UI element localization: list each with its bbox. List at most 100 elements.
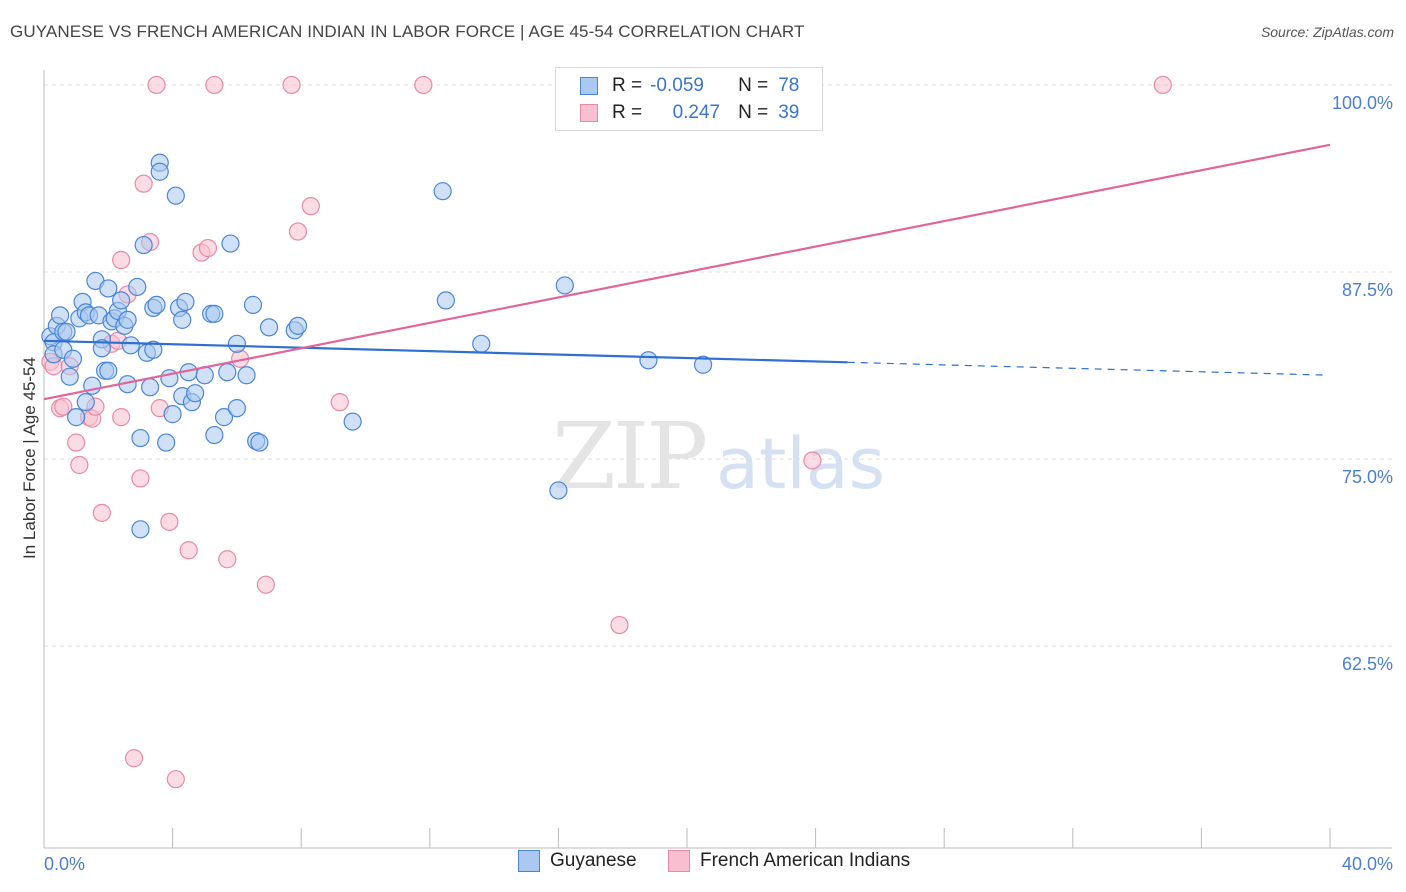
guyanese-point-42	[150, 162, 169, 181]
legend-item-guyanese: Guyanese	[518, 850, 637, 872]
y-tick-label-3: 62.5%	[1342, 654, 1393, 674]
guyanese-point-72	[436, 291, 455, 310]
french-point-11	[112, 250, 131, 270]
french-legend-swatch	[668, 850, 690, 872]
guyanese-point-63	[237, 366, 256, 385]
guyanese-point-20	[92, 339, 111, 358]
guyanese-point-69	[288, 316, 308, 335]
x-tick-label-0: 0.0%	[44, 854, 85, 874]
french-point-22	[160, 512, 179, 531]
french-point-28	[218, 550, 237, 569]
r-value: -0.059	[650, 75, 704, 96]
guyanese-point-46	[166, 186, 185, 205]
guyanese-point-32	[128, 277, 147, 297]
guyanese-point-62	[227, 399, 246, 418]
guyanese-point-31	[121, 336, 140, 355]
guyanese-point-40	[147, 295, 166, 314]
trend-lines	[43, 143, 1331, 401]
french-point-5	[67, 433, 86, 452]
bottom-legend: Guyanese French American Indians	[0, 850, 1406, 878]
guyanese-point-71	[433, 182, 452, 201]
guyanese-point-27	[112, 291, 131, 310]
legend-label-french: French American Indians	[700, 850, 911, 871]
guyanese-point-73	[472, 334, 491, 353]
guyanese-point-7	[57, 322, 76, 341]
guyanese-point-76	[639, 351, 658, 370]
french-point-26	[198, 238, 218, 258]
guyanese-point-37	[140, 378, 160, 397]
guyanese-point-45	[163, 405, 182, 424]
guyanese-point-56	[205, 304, 224, 323]
watermark-atlas: atlas	[716, 423, 885, 505]
guyanese-point-66	[250, 433, 269, 452]
french-point-24	[179, 541, 198, 560]
r-label: R =	[612, 75, 643, 96]
french-point-10	[92, 503, 111, 522]
y-tick-label-2: 75.0%	[1342, 467, 1393, 487]
french-point-16	[124, 749, 144, 768]
guyanese-point-64	[243, 295, 263, 314]
french-point-38	[1153, 75, 1172, 95]
y-tick-label-1: 87.5%	[1342, 280, 1393, 300]
guyanese-swatch	[580, 77, 598, 95]
french-point-3	[54, 397, 73, 416]
french-point-34	[330, 393, 349, 412]
guyanese-point-58	[214, 408, 234, 427]
french-point-35	[414, 75, 433, 95]
legend-label-guyanese: Guyanese	[550, 850, 637, 871]
stats-legend: R = -0.059 N = 78 R = 0.247 N = 39	[555, 67, 823, 131]
french-point-33	[301, 197, 320, 216]
guyanese-point-74	[549, 481, 568, 500]
french-point-17	[131, 469, 150, 488]
guyanese-point-43	[157, 433, 176, 452]
guyanese-point-34	[131, 520, 150, 539]
guyanese-point-30	[118, 310, 137, 329]
axes	[43, 70, 1392, 849]
guyanese-trend-dashed	[847, 361, 1324, 376]
guyanese-point-77	[693, 355, 713, 374]
guyanese-point-35	[134, 235, 153, 255]
guyanese-point-13	[76, 393, 95, 412]
r-label: R =	[612, 102, 643, 123]
guyanese-point-23	[99, 279, 118, 298]
french-point-37	[803, 451, 822, 470]
n-value: 39	[778, 102, 800, 123]
y-axis-label: In Labor Force | Age 45-54	[20, 357, 39, 559]
legend-row-guyanese: R = -0.059 N = 78	[580, 73, 799, 99]
french-point-36	[610, 615, 629, 635]
y-tick-label-0: 100.0%	[1332, 93, 1393, 113]
french-swatch	[580, 104, 598, 122]
legend-item-french: French American Indians	[668, 850, 910, 872]
french-point-20	[147, 75, 166, 95]
guyanese-point-10	[67, 408, 86, 427]
n-value: 78	[778, 75, 800, 96]
guyanese-legend-swatch	[518, 850, 540, 872]
guyanese-point-33	[131, 428, 150, 448]
guyanese-point-60	[221, 234, 240, 253]
r-value: 0.247	[672, 102, 721, 123]
guyanese-point-75	[555, 276, 574, 295]
french-point-31	[282, 75, 301, 95]
guyanese-point-53	[186, 384, 205, 403]
n-label: N =	[738, 102, 769, 123]
guyanese-point-49	[173, 310, 192, 329]
french-point-18	[134, 174, 153, 193]
tick-labels: 100.0% 87.5% 75.0% 62.5% 0.0% 40.0%	[44, 93, 1393, 874]
french-point-30	[256, 575, 275, 594]
guyanese-point-70	[343, 412, 362, 431]
watermark-zip: ZIP	[552, 403, 705, 510]
guyanese-trend-solid	[43, 339, 848, 364]
guyanese-point-8	[60, 367, 79, 386]
french-point-23	[166, 770, 185, 789]
guyanese-point-57	[205, 425, 224, 445]
guyanese-point-67	[259, 318, 279, 337]
french-point-27	[205, 75, 224, 95]
guyanese-point-59	[218, 363, 237, 382]
guyanese-point-50	[176, 292, 195, 312]
guyanese-point-4	[50, 306, 70, 325]
guyanese-point-22	[99, 361, 118, 380]
n-label: N =	[738, 75, 769, 96]
chart-source: Source: ZipAtlas.com	[1260, 24, 1394, 40]
series-guyanese	[41, 153, 713, 539]
